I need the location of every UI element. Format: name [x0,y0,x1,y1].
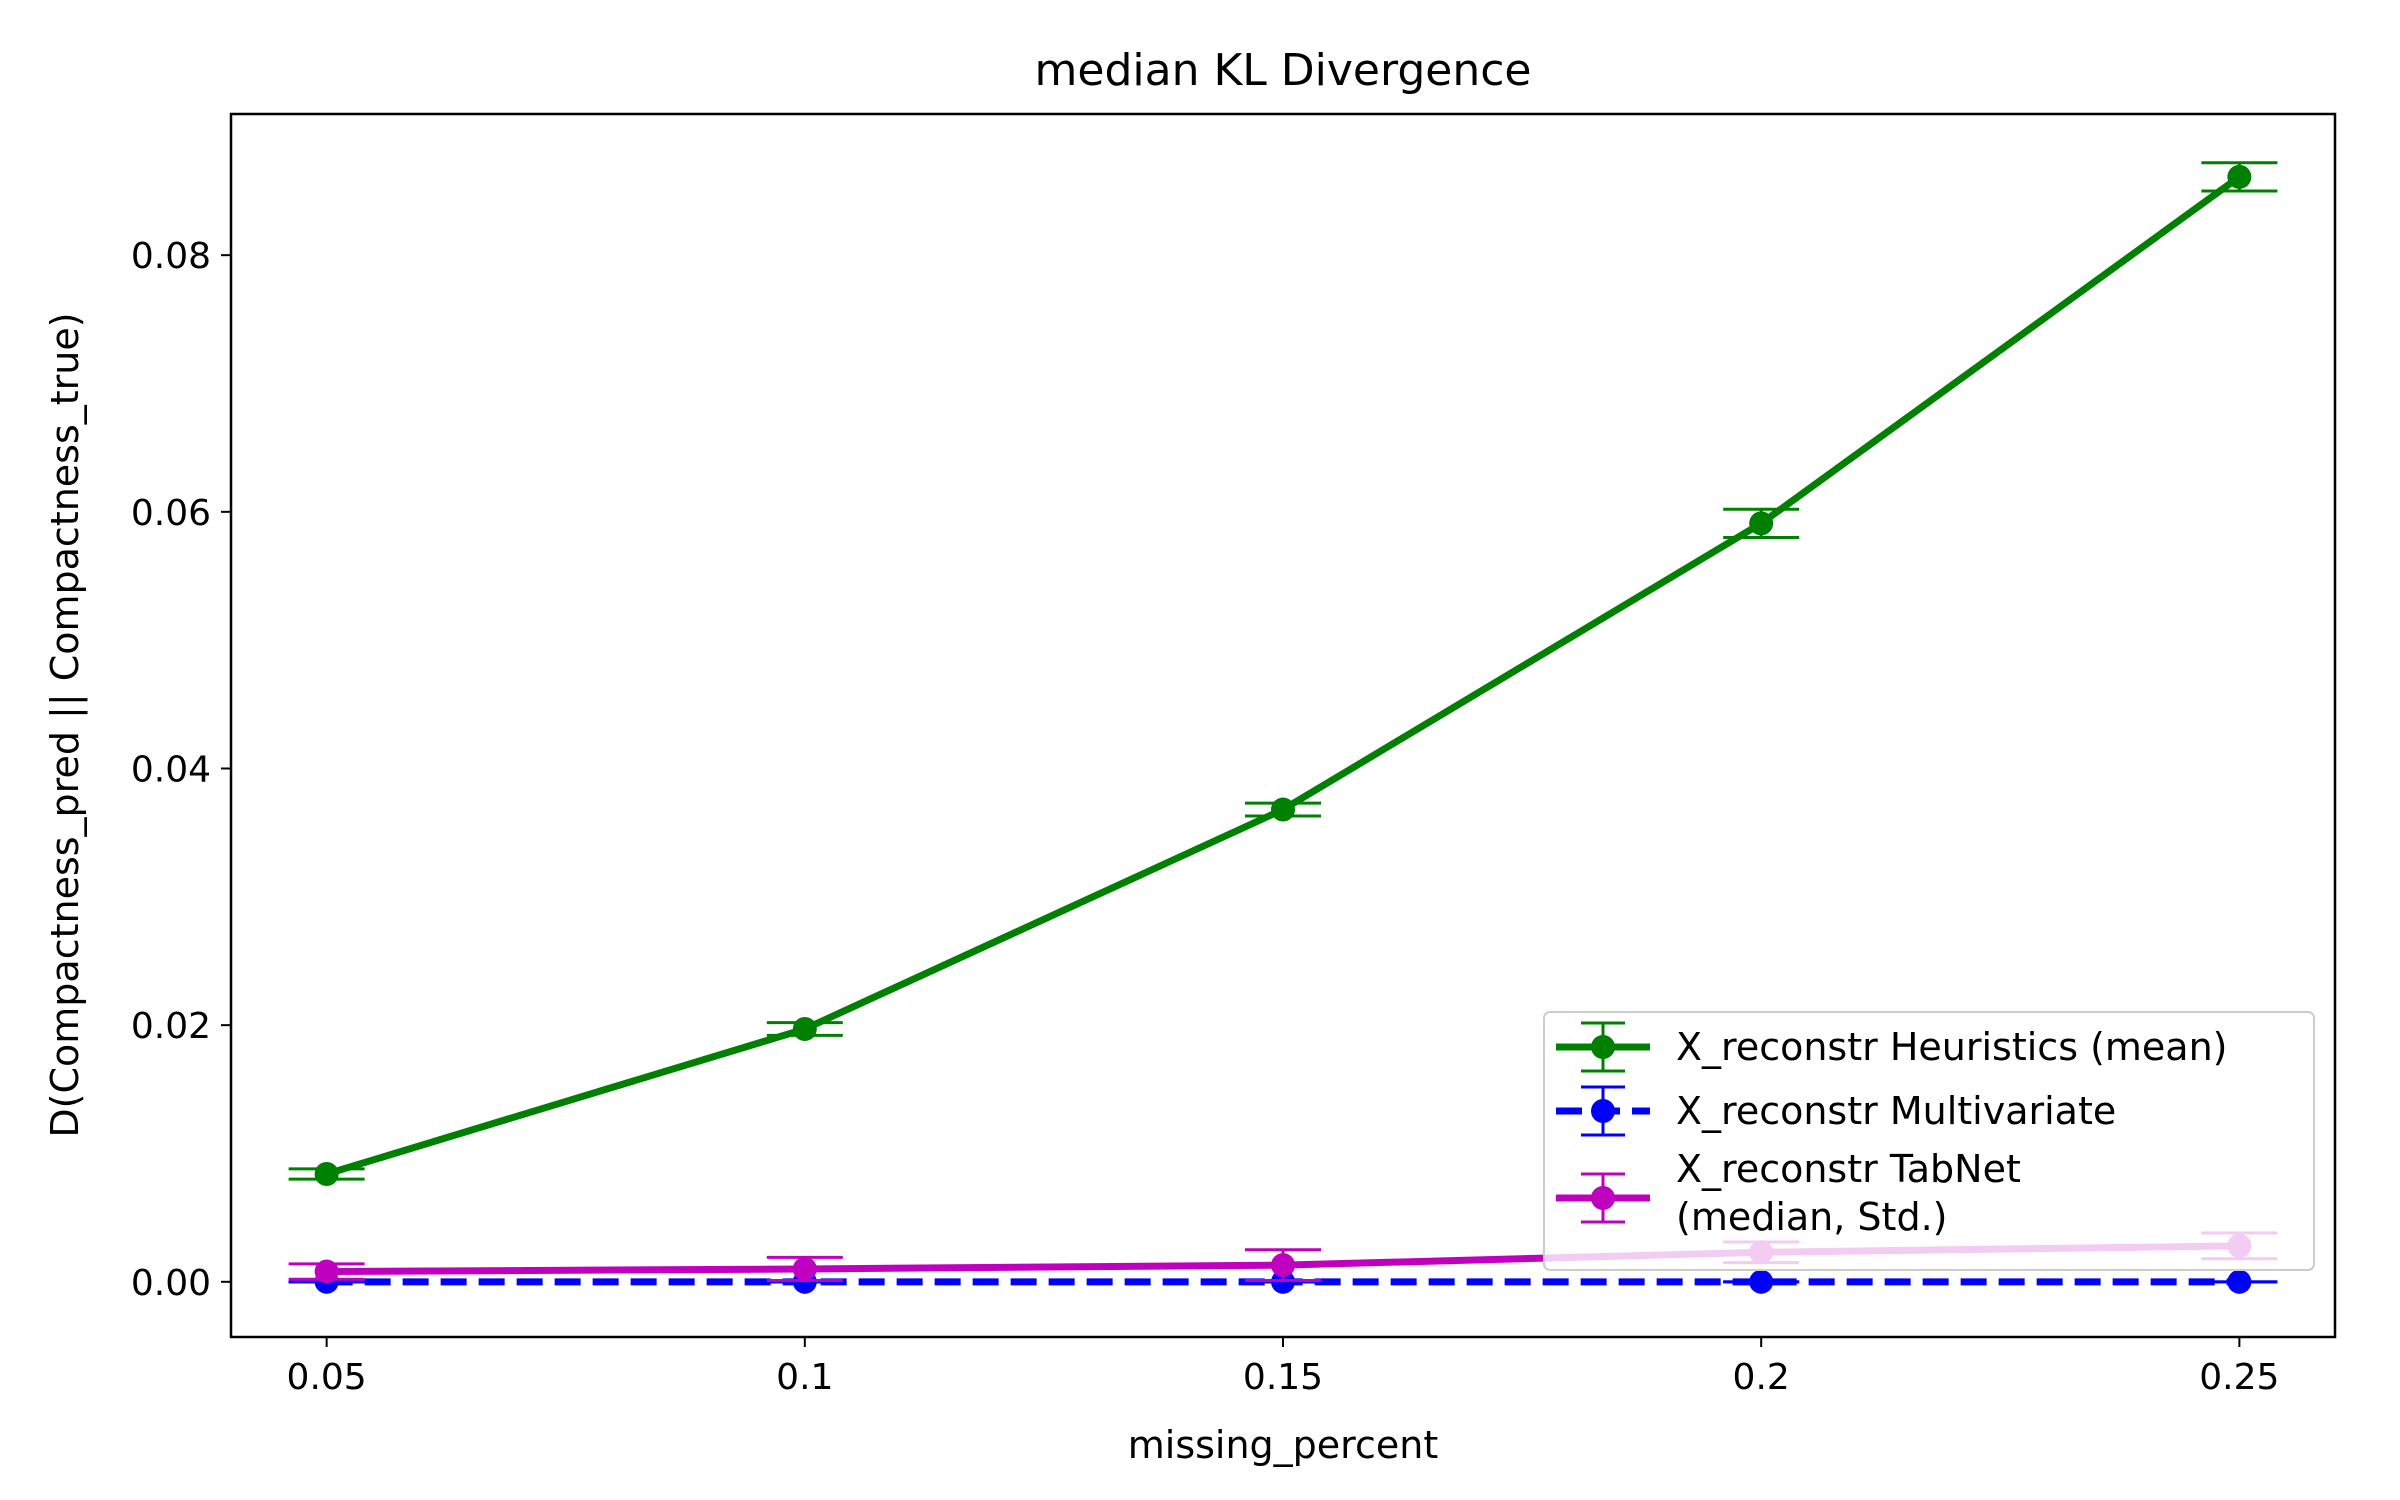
data-point [1749,511,1774,536]
y-tick-label: 0.00 [131,1263,211,1304]
data-point [792,1256,817,1281]
y-tick-label: 0.08 [131,236,211,277]
legend-item: X_reconstr Heuristics (mean) [1556,1021,2227,1073]
x-tick-label: 0.25 [2199,1357,2279,1398]
data-point [1749,1269,1774,1294]
legend-marker [1591,1186,1615,1210]
data-point [1271,1253,1295,1278]
y-tick-label: 0.04 [131,749,211,790]
data-point [2227,164,2252,189]
legend-marker [1591,1099,1615,1123]
legend-label: X_reconstr Heuristics (mean) [1676,1025,2227,1069]
chart-title: median KL Divergence [1035,45,1532,96]
data-point [314,1259,339,1284]
x-tick-label: 0.05 [287,1357,367,1398]
series-0 [288,161,2278,1187]
y-tick-label: 0.02 [131,1006,211,1047]
x-tick-label: 0.15 [1243,1357,1323,1398]
legend: X_reconstr Heuristics (mean) X_reconstr M… [1543,1011,2315,1271]
x-tick-label: 0.1 [776,1357,833,1398]
data-point [1271,797,1295,822]
y-tick-label: 0.06 [131,493,211,534]
legend-marker [1591,1035,1615,1059]
legend-item: X_reconstr TabNet (median, Std.) [1556,1147,2021,1239]
x-tick-label: 0.2 [1733,1357,1790,1398]
legend-box [1543,1011,2315,1271]
legend-label: X_reconstr Multivariate [1676,1089,2116,1133]
y-axis: 0.00 0.02 0.04 0.06 0.08 [131,236,231,1304]
x-axis-label: missing_percent [1128,1423,1438,1467]
data-point [2227,1269,2252,1294]
data-point [792,1017,817,1042]
x-axis: 0.05 0.1 0.15 0.2 0.25 [287,1337,2279,1398]
legend-label: X_reconstr TabNet (median, Std.) [1676,1147,2021,1239]
data-point [314,1162,339,1187]
y-axis-label: D(Compactness_pred || Compactness_true) [43,312,88,1137]
legend-item: X_reconstr Multivariate [1556,1085,2116,1137]
